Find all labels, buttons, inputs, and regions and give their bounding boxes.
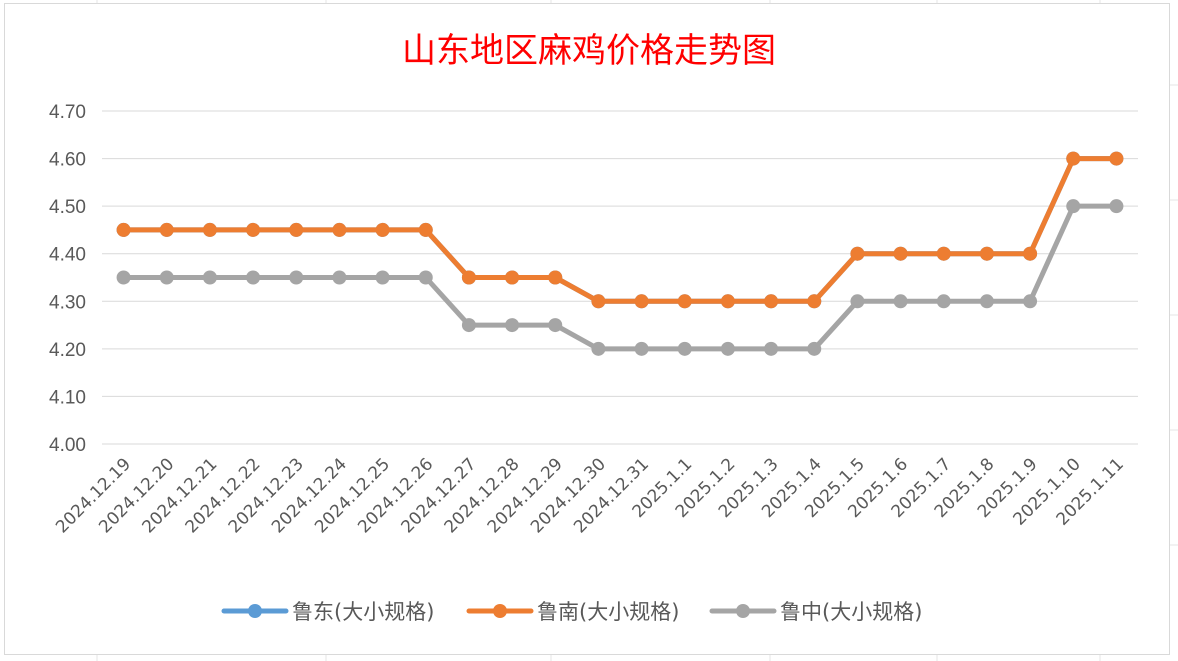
data-point: [375, 222, 390, 237]
data-point: [159, 270, 174, 285]
data-point: [461, 318, 476, 333]
chart-title: 山东地区麻鸡价格走势图: [402, 31, 776, 71]
data-point: [1023, 294, 1038, 309]
data-point: [720, 341, 735, 356]
data-point: [505, 270, 520, 285]
data-point: [548, 318, 563, 333]
y-tick-label: 4.20: [49, 340, 86, 361]
legend-item[interactable]: 鲁东(大小规格): [221, 600, 434, 624]
data-point: [289, 222, 304, 237]
data-point: [850, 246, 865, 261]
data-point: [764, 294, 779, 309]
series-lines: [116, 151, 1124, 356]
data-point: [807, 294, 822, 309]
y-tick-label: 4.60: [49, 150, 86, 171]
data-point: [936, 246, 951, 261]
legend[interactable]: 鲁东(大小规格) 鲁南(大小规格) 鲁中(大小规格): [221, 600, 922, 624]
data-point: [202, 222, 217, 237]
legend-swatch-marker: [493, 604, 507, 618]
legend-swatch-marker: [248, 604, 262, 618]
chart-area[interactable]: [4, 3, 1170, 655]
y-tick-label: 4.40: [49, 245, 86, 266]
data-point: [979, 246, 994, 261]
data-point: [418, 270, 433, 285]
data-point: [591, 341, 606, 356]
series-group: [116, 151, 1124, 309]
series-line: [121, 156, 1119, 304]
data-point: [634, 294, 649, 309]
data-point: [764, 341, 779, 356]
data-point: [1109, 151, 1124, 166]
series-group: [116, 199, 1124, 356]
data-point: [677, 341, 692, 356]
legend-item[interactable]: 鲁中(大小规格): [709, 600, 922, 624]
data-point: [116, 222, 131, 237]
data-point: [332, 270, 347, 285]
data-point: [677, 294, 692, 309]
x-axis-ticks: 2024.12.192024.12.202024.12.212024.12.22…: [52, 454, 1128, 537]
data-point: [634, 341, 649, 356]
data-point: [1109, 199, 1124, 214]
y-tick-label: 4.70: [49, 102, 86, 123]
data-point: [1066, 151, 1081, 166]
data-point: [850, 294, 865, 309]
legend-item[interactable]: 鲁南(大小规格): [466, 600, 679, 624]
data-point: [591, 294, 606, 309]
data-point: [720, 294, 735, 309]
legend-label: 鲁东(大小规格): [292, 600, 434, 624]
data-point: [807, 341, 822, 356]
legend-label: 鲁南(大小规格): [537, 600, 679, 624]
data-point: [1023, 246, 1038, 261]
y-tick-label: 4.30: [49, 292, 86, 313]
data-point: [418, 222, 433, 237]
y-tick-label: 4.10: [49, 387, 86, 408]
data-point: [505, 318, 520, 333]
data-point: [979, 294, 994, 309]
legend-swatch-marker: [736, 604, 750, 618]
data-point: [936, 294, 951, 309]
data-point: [1066, 199, 1081, 214]
y-tick-label: 4.00: [49, 435, 86, 456]
data-point: [202, 270, 217, 285]
data-point: [332, 222, 347, 237]
legend-label: 鲁中(大小规格): [780, 600, 922, 624]
series-line: [121, 203, 1119, 352]
data-point: [246, 270, 261, 285]
data-point: [159, 222, 174, 237]
data-point: [116, 270, 131, 285]
data-point: [375, 270, 390, 285]
data-point: [893, 294, 908, 309]
data-point: [246, 222, 261, 237]
data-point: [893, 246, 908, 261]
data-point: [461, 270, 476, 285]
y-axis-ticks: 4.70 4.60 4.50 4.40 4.30 4.20 4.10 4.00: [49, 102, 86, 456]
data-point: [289, 270, 304, 285]
y-tick-label: 4.50: [49, 197, 86, 218]
data-point: [548, 270, 563, 285]
